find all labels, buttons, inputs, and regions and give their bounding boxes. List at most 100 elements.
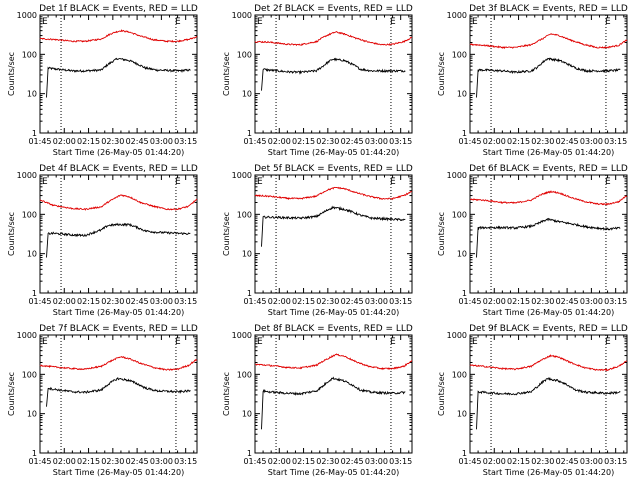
x-tick-label: 02:00 (268, 137, 291, 146)
x-tick-label: 02:45 (556, 137, 579, 146)
x-tick-label: 03:00 (365, 297, 388, 306)
y-tick-label: 10 (242, 90, 252, 99)
series-line-events (261, 57, 406, 91)
y-tick-label: 1 (32, 289, 37, 298)
e-marker-left: E (257, 337, 263, 347)
y-axis-label: Counts/sec (222, 372, 231, 416)
x-tick-label: 03:00 (580, 457, 603, 466)
x-tick-label: 02:15 (507, 457, 530, 466)
series-line-lld (39, 29, 198, 43)
x-tick-label: 02:00 (268, 457, 291, 466)
e-marker-left: E (42, 17, 48, 27)
panel-title: Det 6f BLACK = Events, RED = LLD (469, 164, 628, 174)
y-tick-label: 100 (452, 210, 467, 219)
x-tick-label: 02:00 (53, 457, 76, 466)
x-tick-label: 02:45 (341, 297, 364, 306)
x-tick-label: 02:45 (556, 457, 579, 466)
y-tick-label: 1000 (447, 331, 467, 340)
panel-det-4: Det 4f BLACK = Events, RED = LLD 1 10 100 10… (7, 164, 198, 317)
panel-title: Det 9f BLACK = Events, RED = LLD (469, 324, 628, 334)
y-axis-label: Counts/sec (222, 212, 231, 256)
e-marker-left: E (42, 337, 48, 347)
y-tick-label: 1 (247, 129, 252, 138)
y-axis-label: Counts/sec (437, 372, 446, 416)
y-tick-label: 10 (242, 250, 252, 259)
e-marker-right: E (390, 17, 396, 27)
y-tick-label: 1000 (447, 171, 467, 180)
series-line-events (261, 205, 406, 247)
x-tick-label: 02:15 (507, 297, 530, 306)
x-tick-label: 02:45 (126, 137, 149, 146)
x-tick-label: 03:00 (365, 137, 388, 146)
x-tick-label: 02:15 (77, 137, 100, 146)
panel-det-5: Det 5f BLACK = Events, RED = LLD 1 10 100 10… (222, 164, 413, 317)
e-marker-left: E (257, 177, 263, 187)
x-tick-label: 03:15 (604, 457, 627, 466)
panel-det-8: Det 8f BLACK = Events, RED = LLD 1 10 100 10… (222, 324, 413, 477)
x-tick-label: 01:45 (243, 297, 266, 306)
e-marker-right: E (175, 17, 181, 27)
x-tick-label: 02:30 (101, 457, 124, 466)
x-tick-label: 03:00 (365, 457, 388, 466)
y-axis-label: Counts/sec (7, 52, 16, 96)
series-line-events (46, 222, 191, 258)
axes-frame (469, 174, 628, 294)
x-tick-label: 03:15 (389, 457, 412, 466)
y-tick-label: 1000 (232, 11, 252, 20)
y-tick-label: 100 (237, 210, 252, 219)
y-tick-label: 1 (462, 289, 467, 298)
panel-title: Det 8f BLACK = Events, RED = LLD (254, 324, 413, 334)
x-tick-label: 02:00 (483, 457, 506, 466)
e-marker-left: E (472, 17, 478, 27)
y-tick-label: 1000 (17, 11, 37, 20)
y-tick-label: 100 (237, 50, 252, 59)
y-tick-label: 10 (242, 410, 252, 419)
x-tick-label: 02:45 (126, 457, 149, 466)
x-tick-label: 01:45 (458, 457, 481, 466)
x-tick-label: 02:30 (101, 137, 124, 146)
y-tick-label: 100 (22, 50, 37, 59)
x-axis-label: Start Time (26-May-05 01:44:20) (53, 308, 184, 317)
x-tick-label: 02:00 (268, 297, 291, 306)
series-line-lld (39, 194, 198, 211)
x-tick-label: 02:30 (531, 137, 554, 146)
e-marker-right: E (605, 337, 611, 347)
y-tick-label: 1 (32, 449, 37, 458)
x-tick-label: 03:00 (580, 137, 603, 146)
x-tick-label: 02:15 (292, 137, 315, 146)
series-line-lld (254, 353, 413, 371)
e-marker-left: E (42, 177, 48, 187)
x-tick-label: 02:15 (77, 297, 100, 306)
y-tick-label: 100 (452, 370, 467, 379)
y-tick-label: 100 (452, 50, 467, 59)
y-axis-label: Counts/sec (7, 212, 16, 256)
y-tick-label: 1 (247, 449, 252, 458)
y-tick-label: 10 (457, 250, 467, 259)
x-tick-label: 02:30 (531, 457, 554, 466)
panel-title: Det 7f BLACK = Events, RED = LLD (39, 324, 198, 334)
series-line-lld (39, 355, 198, 371)
panel-det-9: Det 9f BLACK = Events, RED = LLD 1 10 100 10… (437, 324, 628, 477)
y-tick-label: 10 (27, 410, 37, 419)
x-tick-label: 02:15 (292, 297, 315, 306)
e-marker-right: E (390, 177, 396, 187)
panel-title: Det 2f BLACK = Events, RED = LLD (254, 4, 413, 14)
panel-title: Det 1f BLACK = Events, RED = LLD (39, 4, 198, 14)
y-tick-label: 10 (27, 250, 37, 259)
series-line-events (476, 57, 621, 98)
x-tick-label: 02:45 (126, 297, 149, 306)
series-line-lld (470, 190, 628, 206)
axes-frame (469, 334, 628, 454)
series-line-lld (254, 186, 413, 201)
y-axis-label: Counts/sec (437, 52, 446, 96)
y-tick-label: 1000 (17, 331, 37, 340)
y-tick-label: 1000 (17, 171, 37, 180)
y-tick-label: 10 (457, 90, 467, 99)
x-tick-label: 03:00 (150, 137, 173, 146)
panel-det-3: Det 3f BLACK = Events, RED = LLD 1 10 100 10… (437, 4, 628, 157)
x-tick-label: 02:30 (531, 297, 554, 306)
y-tick-label: 1000 (232, 331, 252, 340)
panel-title: Det 4f BLACK = Events, RED = LLD (39, 164, 198, 174)
y-tick-label: 1 (32, 129, 37, 138)
